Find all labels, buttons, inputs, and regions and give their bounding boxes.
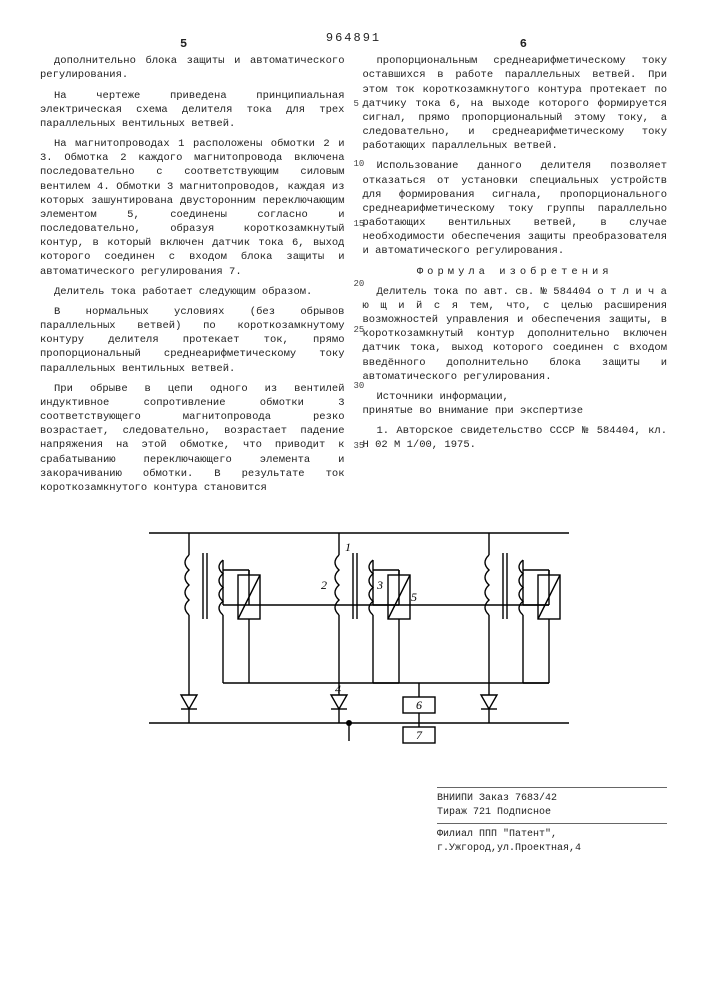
sources-heading: Источники информации, принятые во вниман… (363, 390, 668, 418)
paragraph: Делитель тока работает следующим образом… (40, 285, 345, 299)
paragraph: Использование данного делителя позволяет… (363, 159, 668, 258)
footer-address: г.Ужгород,ул.Проектная,4 (437, 842, 667, 856)
svg-text:6: 6 (416, 698, 422, 712)
footer-order: ВНИИПИ Заказ 7683/42 (437, 792, 667, 806)
line-number: 5 (354, 98, 359, 110)
line-number: 30 (354, 380, 365, 392)
paragraph: На магнитопроводах 1 расположены обмотки… (40, 137, 345, 279)
line-number: 10 (354, 158, 365, 170)
circuit-diagram: 1 2 3 4 5 6 7 (119, 515, 589, 775)
svg-text:2: 2 (321, 578, 327, 592)
line-number: 25 (354, 324, 365, 336)
svg-text:4: 4 (335, 682, 341, 696)
col-num-left: 5 (180, 36, 187, 52)
paragraph: В нормальных условиях (без обрывов парал… (40, 305, 345, 376)
doc-number: 964891 (40, 30, 667, 46)
col-num-right: 6 (520, 36, 527, 52)
svg-text:7: 7 (416, 728, 423, 742)
svg-text:3: 3 (376, 578, 383, 592)
paragraph: При обрыве в цепи одного из вентилей инд… (40, 382, 345, 495)
left-column: дополнительно блока защиты и автоматичес… (40, 54, 345, 501)
paragraph: Делитель тока по авт. св. № 584404 о т л… (363, 285, 668, 384)
text-columns: 5 6 5101520253035 дополнительно блока за… (40, 54, 667, 501)
svg-text:5: 5 (411, 590, 417, 604)
line-number: 15 (354, 218, 365, 230)
footer-tirazh: Тираж 721 Подписное (437, 806, 667, 820)
sources-item: 1. Авторское свидетельство СССР № 584404… (363, 424, 668, 452)
paragraph: дополнительно блока защиты и автоматичес… (40, 54, 345, 82)
footer: ВНИИПИ Заказ 7683/42 Тираж 721 Подписное… (40, 783, 667, 855)
formula-heading: Формула изобретения (363, 265, 668, 279)
line-number: 35 (354, 440, 365, 452)
line-number: 20 (354, 278, 365, 290)
svg-text:1: 1 (345, 540, 351, 554)
right-column: пропорциональным среднеарифметическому т… (363, 54, 668, 501)
footer-filial: Филиал ППП "Патент", (437, 828, 667, 842)
paragraph: пропорциональным среднеарифметическому т… (363, 54, 668, 153)
paragraph: На чертеже приведена принципиальная элек… (40, 89, 345, 132)
